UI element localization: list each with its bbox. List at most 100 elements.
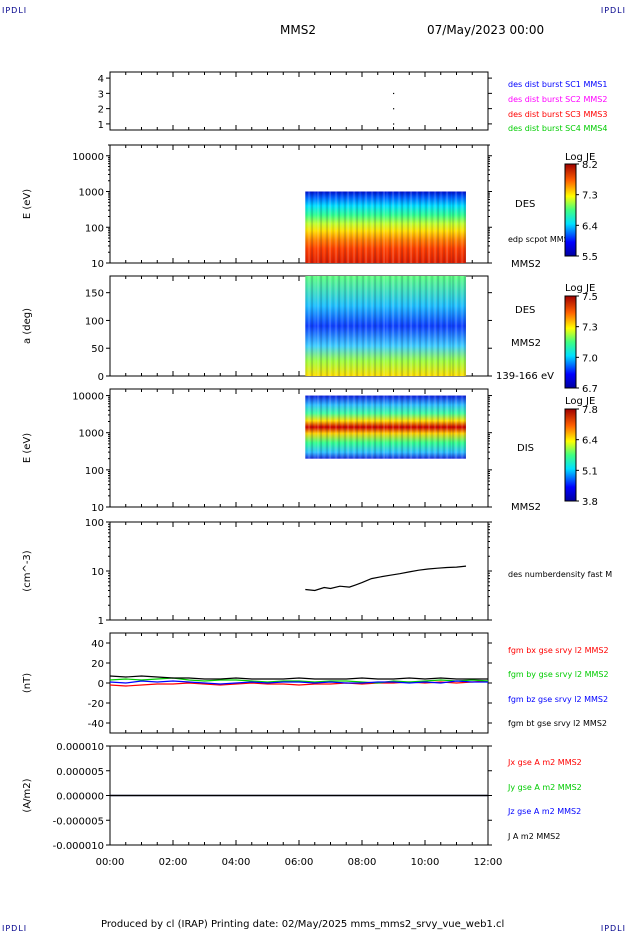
colorbar-des-pitch-tick-label: 7.0 <box>582 353 598 364</box>
colorbar-dis-tick-label: 6.4 <box>582 436 598 447</box>
dis-energy-spectrogram-streak <box>398 395 400 459</box>
dis-energy-spectrogram-streak <box>332 395 334 459</box>
des-pitch-spectrogram-streak <box>425 276 427 376</box>
des-pitch-spectrogram-streak <box>329 276 331 376</box>
des-pitch-spectrogram-streak <box>314 276 316 376</box>
colorbar-dis <box>564 408 577 502</box>
time-tick-label: 02:00 <box>159 857 188 868</box>
des-energy-spectrogram-streak <box>434 191 436 263</box>
des-energy-spectrogram-streak <box>422 191 424 263</box>
des-energy-spectrogram-streak <box>449 191 451 263</box>
fgm-line-2 <box>109 680 488 685</box>
label-mms2-dis: MMS2 <box>511 502 541 513</box>
legend-burst-sc4: des dist burst SC4 MMS4 <box>508 124 608 133</box>
y-tick-label: -0.000005 <box>53 816 104 827</box>
des-energy-spectrogram-streak <box>374 191 376 263</box>
y-tick-label: 10000 <box>72 152 104 163</box>
des-energy-spectrogram-streak <box>443 191 445 263</box>
y-tick-label: 10000 <box>72 392 104 403</box>
y-tick-label: 1 <box>98 616 104 627</box>
colorbar-des-energy-tick-label: 7.3 <box>582 191 598 202</box>
panel-frame-burst <box>109 71 489 131</box>
dis-energy-spectrogram-streak <box>371 395 373 459</box>
dis-energy-spectrogram-streak <box>383 395 385 459</box>
des-pitch-spectrogram-streak <box>437 276 439 376</box>
footer-credits: Produced by cl (IRAP) Printing date: 02/… <box>101 919 505 930</box>
des-pitch-spectrogram-streak <box>380 276 382 376</box>
des-energy-spectrogram-streak <box>395 191 397 263</box>
des-energy-spectrogram-streak <box>455 191 457 263</box>
spacecraft-title: MMS2 <box>280 23 316 37</box>
des-energy-spectrogram-streak <box>332 191 334 263</box>
des-energy-spectrogram-streak <box>446 191 448 263</box>
legend-jz: Jz gse A m2 MMS2 <box>508 807 582 816</box>
panel-frame-density <box>109 521 489 621</box>
dis-energy-spectrogram-streak <box>320 395 322 459</box>
legend-density: des numberdensity fast M <box>508 570 613 579</box>
des-pitch-spectrogram <box>305 276 466 376</box>
y-axis-title: (A/m2) <box>22 778 33 812</box>
y-axis-title: E (eV) <box>22 189 33 219</box>
dis-energy-spectrogram-streak <box>386 395 388 459</box>
time-tick-label: 00:00 <box>96 857 125 868</box>
des-energy-spectrogram-streak <box>368 191 370 263</box>
burst-marker <box>393 92 395 95</box>
y-tick-label: 1000 <box>79 188 104 199</box>
des-energy-spectrogram-streak <box>344 191 346 263</box>
des-pitch-spectrogram-streak <box>452 276 454 376</box>
des-pitch-spectrogram-streak <box>332 276 334 376</box>
y-tick-label: 50 <box>91 344 104 355</box>
label-energy-range: 139-166 eV <box>496 371 554 382</box>
time-tick-label: 10:00 <box>411 857 440 868</box>
label-mms2-pitch: MMS2 <box>511 338 541 349</box>
colorbar-des-energy <box>564 163 577 257</box>
legend-burst-sc2: des dist burst SC2 MMS2 <box>508 95 608 104</box>
des-pitch-spectrogram-streak <box>392 276 394 376</box>
dis-energy-spectrogram-streak <box>440 395 442 459</box>
dis-energy-spectrogram-streak <box>335 395 337 459</box>
des-pitch-spectrogram-streak <box>344 276 346 376</box>
des-energy-spectrogram-streak <box>314 191 316 263</box>
legend-burst-sc3: des dist burst SC3 MMS3 <box>508 110 608 119</box>
dis-energy-spectrogram-streak <box>395 395 397 459</box>
des-energy-spectrogram-streak <box>356 191 358 263</box>
legend-fgm-by: fgm by gse srvy l2 MMS2 <box>508 670 609 679</box>
des-pitch-spectrogram-streak <box>404 276 406 376</box>
des-energy-spectrogram-streak <box>308 191 310 263</box>
des-energy-spectrogram-streak <box>353 191 355 263</box>
des-pitch-spectrogram-streak <box>446 276 448 376</box>
des-pitch-spectrogram-streak <box>461 276 463 376</box>
des-pitch-spectrogram-streak <box>407 276 409 376</box>
legend-jx: Jx gse A m2 MMS2 <box>508 758 582 767</box>
colorbar-des-pitch-tick-label: 6.7 <box>582 384 598 395</box>
des-energy-spectrogram-streak <box>335 191 337 263</box>
des-pitch-spectrogram-streak <box>422 276 424 376</box>
colorbar-des-pitch <box>564 295 577 389</box>
dis-energy-spectrogram-streak <box>401 395 403 459</box>
des-pitch-spectrogram-streak <box>419 276 421 376</box>
colorbar-des-pitch-tick-label: 7.5 <box>582 292 598 303</box>
dis-energy-spectrogram-streak <box>347 395 349 459</box>
des-pitch-spectrogram-streak <box>350 276 352 376</box>
des-pitch-spectrogram-streak <box>341 276 343 376</box>
y-tick-label: 100 <box>85 316 104 327</box>
des-pitch-spectrogram-streak <box>428 276 430 376</box>
y-tick-label: 3 <box>98 89 104 100</box>
density-line-0 <box>305 565 467 592</box>
colorbar-dis-tick-label: 3.8 <box>582 497 598 508</box>
des-energy-spectrogram-streak <box>419 191 421 263</box>
des-energy-spectrogram-streak <box>461 191 463 263</box>
y-tick-label: -20 <box>88 699 104 710</box>
des-pitch-spectrogram-streak <box>359 276 361 376</box>
dis-energy-spectrogram-streak <box>422 395 424 459</box>
legend-fgm-bx: fgm bx gse srvy l2 MMS2 <box>508 646 609 655</box>
des-pitch-spectrogram-streak <box>395 276 397 376</box>
y-tick-label: -40 <box>88 719 104 730</box>
des-pitch-spectrogram-streak <box>368 276 370 376</box>
dis-energy-spectrogram-streak <box>362 395 364 459</box>
des-pitch-spectrogram-streak <box>401 276 403 376</box>
y-tick-label: 0.000005 <box>56 767 104 778</box>
y-tick-label: 0.000010 <box>56 742 104 753</box>
dis-energy-spectrogram <box>305 395 466 459</box>
dis-energy-spectrogram-streak <box>353 395 355 459</box>
